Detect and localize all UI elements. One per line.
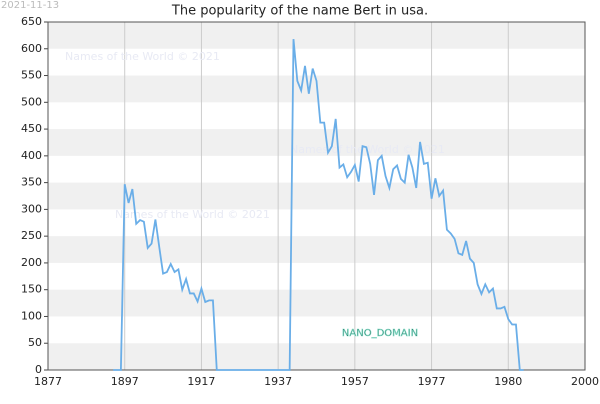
plot-frame xyxy=(47,21,586,371)
x-tick-label: 1917 xyxy=(187,375,215,388)
watermark: Names of the World © 2021 xyxy=(65,50,220,63)
y-tick-label: 0 xyxy=(35,363,42,376)
x-tick-label: 1937 xyxy=(264,375,292,388)
grid-band xyxy=(48,22,585,49)
y-tick-label: 200 xyxy=(21,256,42,269)
data-line xyxy=(113,39,524,371)
x-tick-label: 1977 xyxy=(418,375,446,388)
watermark: Names of the World © 2021 xyxy=(115,208,270,221)
grid-band xyxy=(48,289,585,317)
y-tick-label: 350 xyxy=(21,176,42,189)
x-tick-label: 1980 xyxy=(494,375,522,388)
grid-band xyxy=(48,129,585,156)
grid-band xyxy=(48,182,585,210)
y-tick-label: 400 xyxy=(21,149,42,162)
grid-band xyxy=(48,343,585,370)
y-tick-label: 500 xyxy=(21,95,42,108)
x-tick-label: 1897 xyxy=(111,375,139,388)
y-tick-label: 150 xyxy=(21,283,42,296)
y-tick-label: 450 xyxy=(21,122,42,135)
y-tick-label: 650 xyxy=(21,15,42,28)
y-tick-label: 550 xyxy=(21,69,42,82)
y-tick-label: 250 xyxy=(21,229,42,242)
y-tick-label: 600 xyxy=(21,42,42,55)
chart-title: The popularity of the name Bert in usa. xyxy=(171,4,428,19)
annotation: NANO_DOMAIN xyxy=(342,328,418,339)
grid-band xyxy=(48,236,585,263)
x-tick-label: 1957 xyxy=(341,375,369,388)
y-tick-label: 100 xyxy=(21,309,42,322)
x-tick-label: 2000 xyxy=(571,375,599,388)
y-tick-label: 300 xyxy=(21,202,42,215)
y-tick-label: 50 xyxy=(28,336,42,349)
x-tick-label: 1877 xyxy=(34,375,62,388)
date-stamp: 2021-11-13 xyxy=(1,0,59,11)
